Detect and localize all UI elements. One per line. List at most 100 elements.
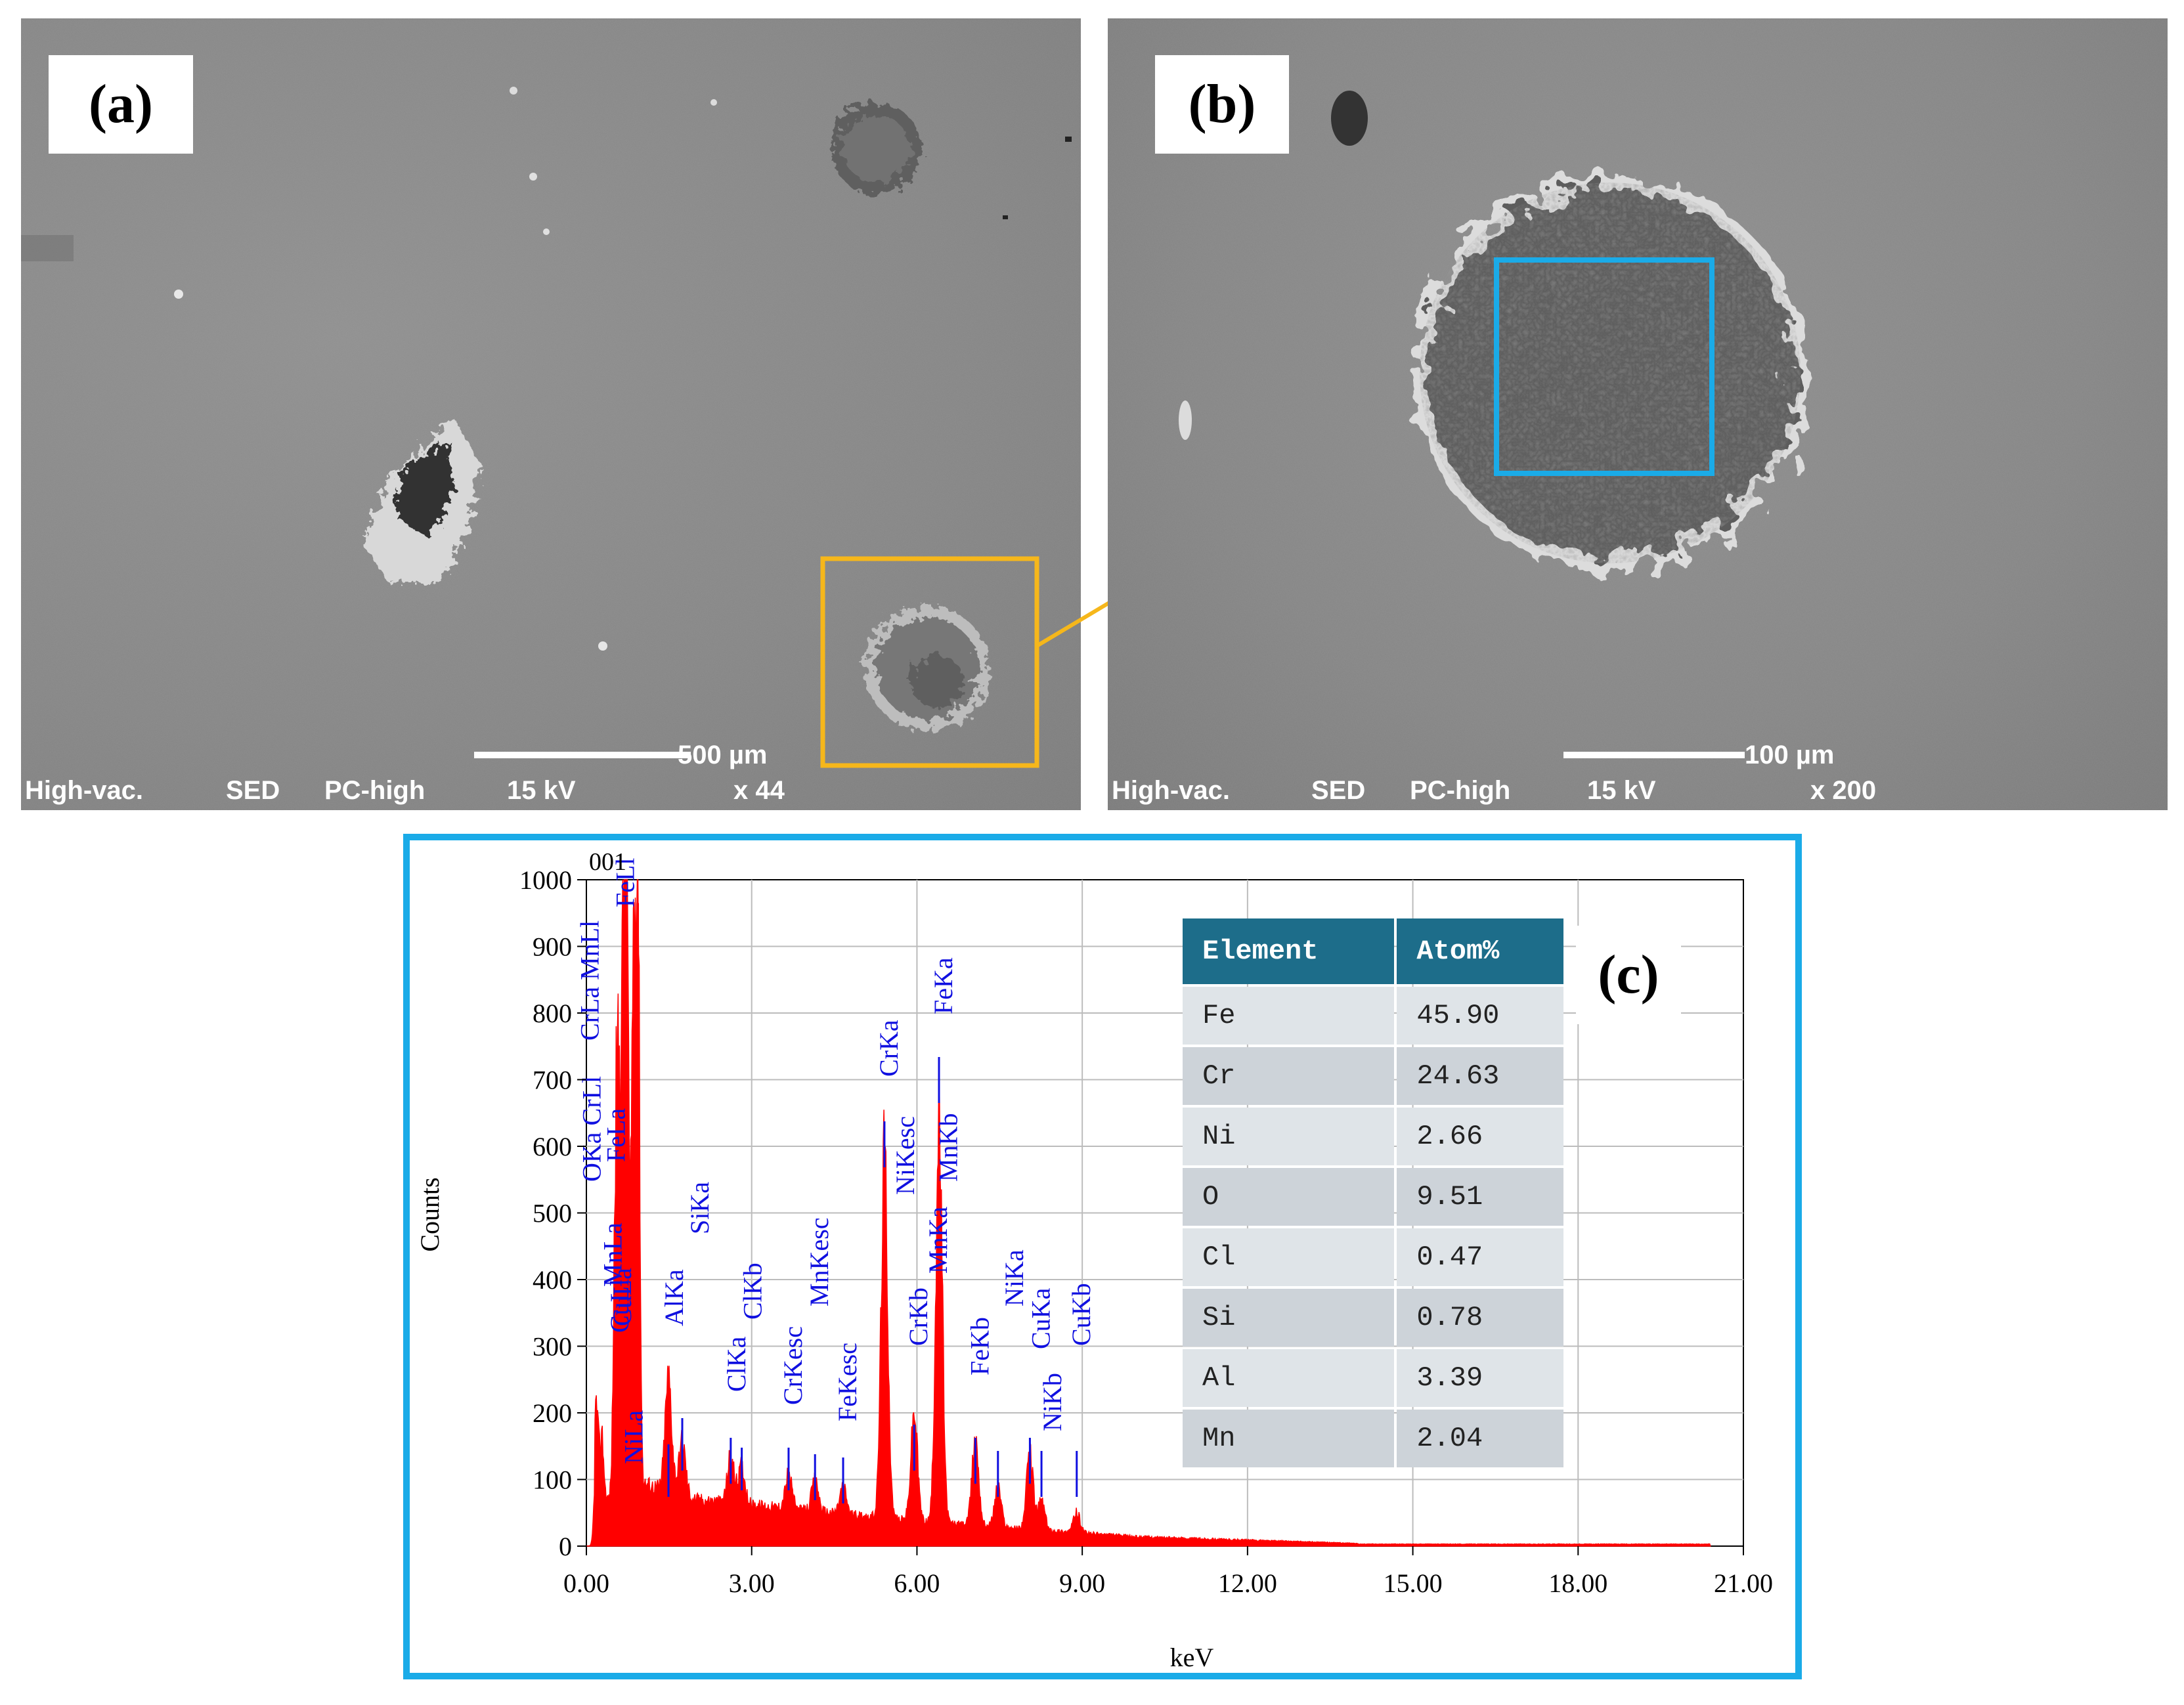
element-cell: Ni: [1183, 1108, 1395, 1165]
element-cell: Cl: [1183, 1228, 1395, 1286]
x-tick-label: 6.00: [894, 1568, 940, 1598]
peak-label: CuKb: [1066, 1283, 1096, 1346]
table-row: Al 3.39: [1183, 1349, 1563, 1407]
debris: [1065, 137, 1072, 142]
header-element: Element: [1183, 918, 1395, 984]
element-cell: Cr: [1183, 1047, 1395, 1105]
y-tick-label: 200: [533, 1398, 572, 1428]
peak-label: NiKb: [1037, 1373, 1067, 1431]
corrosion-pit-left: [362, 419, 481, 583]
sem-image-b: (b) 100 µm High-vac. SED PC-high 15 kV x…: [1108, 18, 2168, 810]
x-tick-label: 9.00: [1059, 1568, 1105, 1598]
y-tick-label: 700: [533, 1066, 572, 1095]
sem-footer-a: High-vac. SED PC-high 15 kV x 44: [21, 769, 1081, 810]
spectrum-area: [586, 879, 1711, 1547]
debris: [598, 641, 607, 651]
table-row: Cr 24.63: [1183, 1047, 1563, 1105]
y-tick-label: 300: [533, 1332, 572, 1362]
table-row: Ni 2.66: [1183, 1108, 1563, 1165]
detector-label: SED: [1311, 776, 1366, 805]
chart-title: 001: [589, 848, 626, 876]
atom-pct-cell: 0.78: [1397, 1289, 1563, 1347]
y-tick-label: 500: [533, 1199, 572, 1228]
peak-label: NiKesc: [890, 1116, 920, 1195]
y-tick-label: 900: [533, 932, 572, 962]
element-cell: Mn: [1183, 1410, 1395, 1467]
atom-pct-cell: 24.63: [1397, 1047, 1563, 1105]
peak-label: CrKesc: [778, 1326, 808, 1405]
atom-pct-cell: 9.51: [1397, 1168, 1563, 1226]
debris: [710, 99, 717, 106]
peak-label: FeKb: [965, 1317, 994, 1375]
peak-label: ClKb: [738, 1263, 768, 1320]
element-cell: O: [1183, 1168, 1395, 1226]
table-row: Cl 0.47: [1183, 1228, 1563, 1286]
atom-pct-cell: 2.04: [1397, 1410, 1563, 1467]
highlight-box-blue: [1494, 257, 1714, 476]
scale-bar-b: [1563, 752, 1745, 758]
debris: [529, 173, 537, 181]
table-row: Mn 2.04: [1183, 1410, 1563, 1467]
peak-label: MnKb: [934, 1113, 963, 1182]
spectrum-series: [586, 879, 1711, 1547]
debris: [1179, 400, 1192, 440]
panel-label-c: (c): [1576, 926, 1681, 1024]
table-row: Fe 45.90: [1183, 987, 1563, 1045]
detector-label: SED: [226, 776, 280, 805]
x-tick-label: 0.00: [563, 1568, 609, 1598]
table-row: O 9.51: [1183, 1168, 1563, 1226]
scale-label-b: 100 µm: [1745, 741, 1835, 769]
y-tick-label: 1000: [519, 865, 572, 895]
table-header-row: Element Atom%: [1183, 918, 1563, 984]
x-tick-label: 3.00: [729, 1568, 775, 1598]
debris: [543, 228, 550, 235]
y-tick-label: 600: [533, 1132, 572, 1161]
sem-footer-b: High-vac. SED PC-high 15 kV x 200: [1108, 769, 2168, 810]
mag-label: x 200: [1810, 776, 1877, 805]
chart-grid: [586, 879, 1744, 1547]
scale-label-a: 500 µm: [678, 741, 768, 769]
peak-label: FeLl: [611, 857, 640, 907]
y-tick-label: 0: [559, 1532, 572, 1561]
table-row: Si 0.78: [1183, 1289, 1563, 1347]
peak-label: CuLl: [605, 1279, 634, 1333]
panel-label-a: (a): [49, 55, 193, 154]
vacuum-label: High-vac.: [25, 776, 144, 805]
peak-label: AlKa: [659, 1269, 689, 1326]
x-tick-label: 18.00: [1548, 1568, 1607, 1598]
x-tick-label: 21.00: [1714, 1568, 1773, 1598]
peak-label: FeKa: [928, 957, 958, 1014]
peak-label: FeKesc: [833, 1343, 862, 1421]
peak-label: MnKa: [923, 1207, 953, 1274]
peak-label: NiLa: [619, 1410, 648, 1464]
atom-pct-cell: 45.90: [1397, 987, 1563, 1045]
vacuum-label: High-vac.: [1112, 776, 1231, 805]
y-tick-label: 400: [533, 1265, 572, 1295]
corrosion-pit-top: [831, 102, 921, 194]
voltage-label: 15 kV: [1587, 776, 1656, 805]
peak-label: SiKa: [685, 1182, 714, 1234]
x-tick-label: 12.00: [1218, 1568, 1277, 1598]
peak-label: OKa CrLl: [577, 1076, 607, 1182]
x-tick-label: 15.00: [1384, 1568, 1443, 1598]
peak-label: MnKesc: [804, 1217, 834, 1306]
peak-label: MnLa: [598, 1222, 628, 1287]
mode-label: PC-high: [1410, 776, 1511, 805]
element-cell: Si: [1183, 1289, 1395, 1347]
dark-spot: [1331, 91, 1368, 146]
edge-shadow: [21, 235, 74, 261]
atom-pct-cell: 0.47: [1397, 1228, 1563, 1286]
atom-pct-cell: 2.66: [1397, 1108, 1563, 1165]
chart-axes: 0.00 3.00 6.00 9.00 12.00 15.00 18.00 21.00 0 100…: [519, 865, 1773, 1598]
element-cell: Al: [1183, 1349, 1395, 1407]
y-tick-label: 800: [533, 999, 572, 1028]
y-tick-label: 100: [533, 1465, 572, 1495]
debris: [174, 290, 183, 299]
peak-label: CuLa: [607, 1268, 637, 1326]
mag-label: x 44: [733, 776, 785, 805]
peak-label: CuKa: [1026, 1287, 1055, 1349]
corrosion-pit-boxed: [865, 606, 990, 731]
panel-label-b: (b): [1155, 55, 1289, 154]
